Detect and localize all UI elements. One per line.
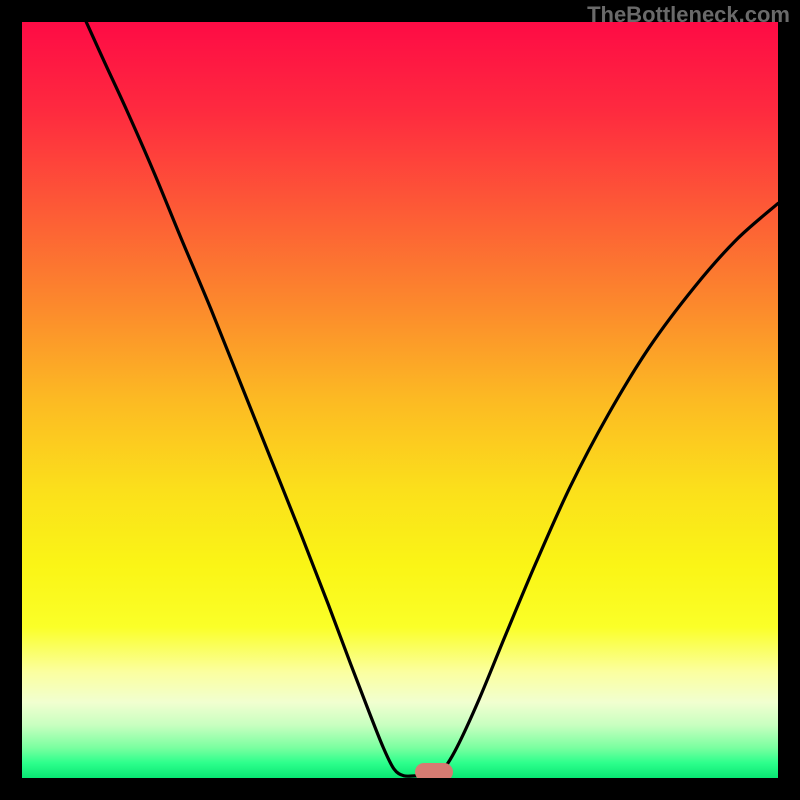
chart-container: TheBottleneck.com xyxy=(0,0,800,800)
minimum-marker xyxy=(415,763,453,778)
bottleneck-curve xyxy=(22,22,778,778)
watermark-text: TheBottleneck.com xyxy=(587,2,790,28)
curve-path xyxy=(86,22,778,776)
plot-area xyxy=(22,22,778,778)
